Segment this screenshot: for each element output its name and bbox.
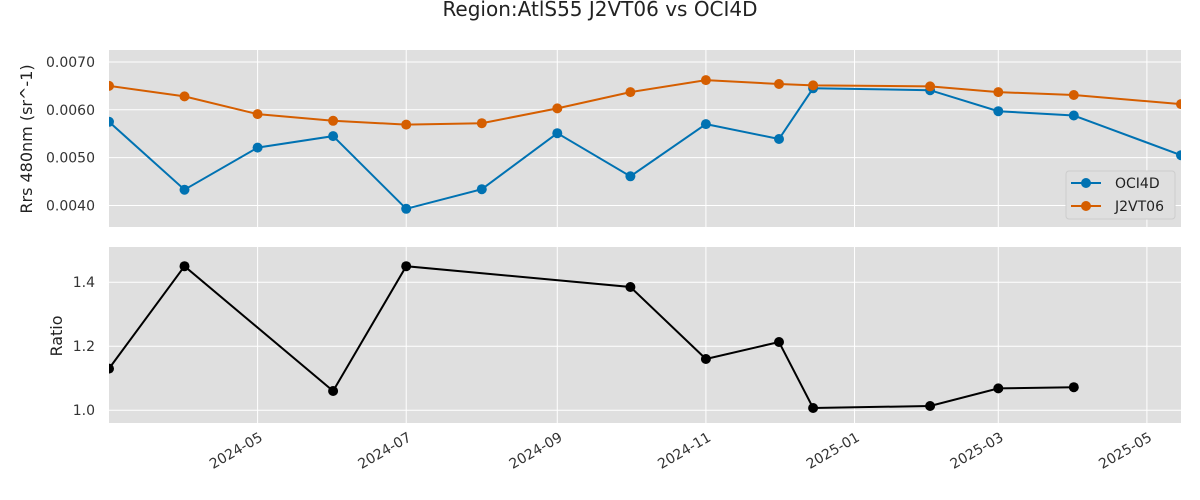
x-tick-label: 2024-07 bbox=[356, 430, 415, 473]
data-point-j2vt06 bbox=[808, 80, 819, 91]
y-tick-label: 0.0040 bbox=[46, 198, 95, 214]
data-point-ratio bbox=[625, 282, 636, 292]
y-tick-label: 1.4 bbox=[73, 275, 95, 291]
data-point-oci4d bbox=[625, 171, 636, 182]
top-panel-y-ticks: 0.0040 0.0050 0.0060 0.0070 bbox=[46, 55, 95, 215]
data-point-j2vt06 bbox=[700, 75, 711, 86]
chart-title: Region:AtlS55 J2VT06 vs OCI4D bbox=[442, 0, 757, 21]
data-point-ratio bbox=[1068, 382, 1079, 393]
data-point-j2vt06 bbox=[993, 87, 1004, 98]
data-point-j2vt06 bbox=[774, 79, 784, 89]
bottom-panel-background bbox=[109, 247, 1181, 423]
legend-ocl4d-label: OCI4D bbox=[1115, 176, 1160, 192]
x-tick-label: 2025-01 bbox=[804, 430, 863, 473]
data-point-j2vt06 bbox=[552, 103, 563, 114]
data-point-j2vt06 bbox=[925, 81, 936, 92]
bottom-panel-grid bbox=[109, 247, 1181, 423]
x-tick-label: 2025-05 bbox=[1096, 430, 1155, 473]
data-point-oci4d bbox=[993, 106, 1004, 117]
data-point-oci4d bbox=[552, 128, 563, 139]
legend-j2vt06-marker bbox=[1081, 201, 1091, 211]
x-axis-ticks: 2024-05 2024-07 2024-09 2024-11 2025-01 2025-… bbox=[207, 430, 1155, 473]
data-point-j2vt06 bbox=[109, 80, 114, 91]
data-point-oci4d bbox=[179, 184, 190, 195]
data-point-oci4d bbox=[401, 203, 412, 214]
bottom-panel: 1.0 1.2 1.4 Ratio bbox=[47, 247, 1181, 423]
data-point-ratio bbox=[700, 354, 711, 364]
data-point-ratio bbox=[993, 383, 1004, 394]
data-point-ratio bbox=[179, 261, 190, 272]
y-tick-label: 0.0050 bbox=[46, 151, 95, 167]
x-tick-label: 2025-03 bbox=[948, 430, 1007, 473]
y-tick-label: 0.0070 bbox=[46, 55, 95, 71]
top-panel: 0.0040 0.0050 0.0060 0.0070 Rrs 480nm (sr^-… bbox=[17, 50, 1181, 227]
top-panel-y-axis-label: Rrs 480nm (sr^-1) bbox=[17, 64, 36, 213]
data-point-ratio bbox=[109, 363, 114, 374]
bottom-panel-y-axis-label: Ratio bbox=[47, 315, 66, 356]
data-point-oci4d bbox=[700, 119, 711, 130]
top-panel-background bbox=[109, 50, 1181, 227]
data-point-ratio bbox=[808, 403, 819, 413]
bottom-panel-series bbox=[109, 261, 1079, 413]
y-tick-label: 1.2 bbox=[73, 339, 95, 355]
data-point-j2vt06 bbox=[328, 115, 339, 126]
data-point-j2vt06 bbox=[625, 87, 636, 98]
y-tick-label: 0.0060 bbox=[46, 103, 95, 119]
data-point-oci4d bbox=[1176, 150, 1181, 161]
data-point-oci4d bbox=[109, 116, 114, 127]
y-tick-label: 1.0 bbox=[73, 403, 95, 419]
data-point-oci4d bbox=[1068, 110, 1079, 121]
legend: OCI4D J2VT06 bbox=[1065, 170, 1176, 220]
data-point-j2vt06 bbox=[1068, 90, 1079, 100]
data-point-oci4d bbox=[774, 134, 784, 144]
x-tick-label: 2024-05 bbox=[207, 430, 266, 473]
data-point-oci4d bbox=[252, 142, 263, 153]
data-point-j2vt06 bbox=[1176, 99, 1181, 110]
data-point-ratio bbox=[328, 386, 339, 396]
data-point-j2vt06 bbox=[252, 109, 263, 120]
legend-ocl4d-marker bbox=[1081, 178, 1091, 188]
data-point-ratio bbox=[925, 401, 936, 411]
data-point-j2vt06 bbox=[179, 91, 190, 102]
bottom-panel-y-ticks: 1.0 1.2 1.4 bbox=[73, 275, 95, 419]
data-point-j2vt06 bbox=[476, 118, 487, 129]
data-point-oci4d bbox=[328, 131, 339, 142]
top-panel-series bbox=[109, 75, 1181, 214]
data-point-j2vt06 bbox=[401, 119, 412, 130]
x-tick-label: 2024-09 bbox=[507, 430, 566, 473]
legend-j2vt06-label: J2VT06 bbox=[1114, 199, 1164, 215]
data-point-oci4d bbox=[476, 184, 487, 195]
x-tick-label: 2024-11 bbox=[655, 430, 714, 473]
data-point-ratio bbox=[774, 337, 784, 347]
data-point-ratio bbox=[401, 261, 412, 272]
